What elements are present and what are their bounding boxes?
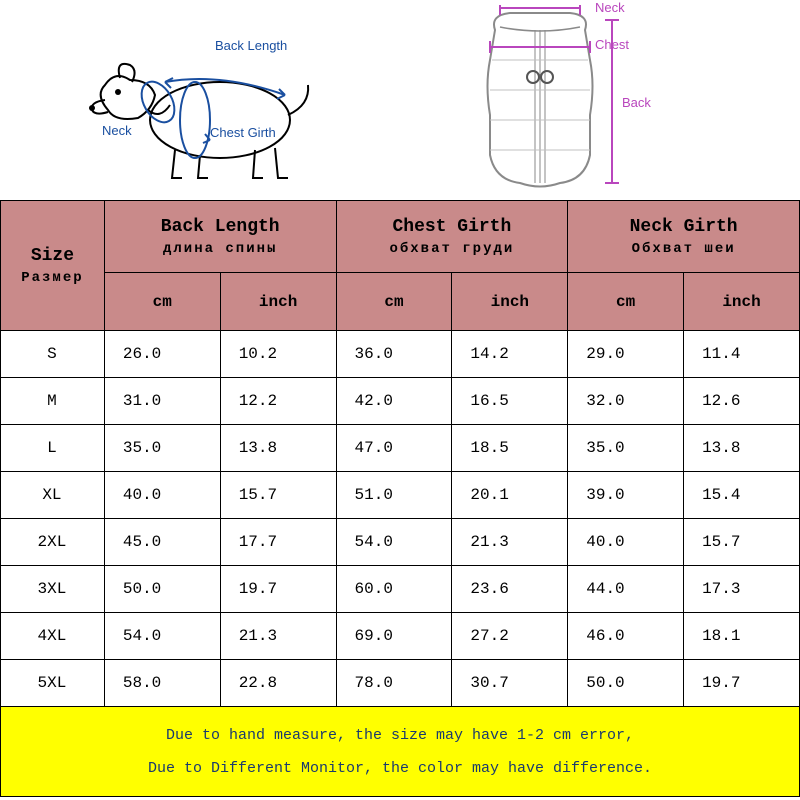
measurement-value: 35.0 — [568, 425, 684, 472]
measurement-value: 11.4 — [684, 331, 800, 378]
measurement-value: 14.2 — [452, 331, 568, 378]
table-row: S26.010.236.014.229.011.4 — [1, 331, 800, 378]
measurement-value: 23.6 — [452, 566, 568, 613]
measurement-value: 13.8 — [220, 425, 336, 472]
disclaimer-note: Due to hand measure, the size may have 1… — [1, 707, 800, 797]
measurement-value: 42.0 — [336, 378, 452, 425]
unit-inch: inch — [684, 273, 800, 331]
measurement-value: 12.2 — [220, 378, 336, 425]
measurement-value: 26.0 — [104, 331, 220, 378]
table-row: L35.013.847.018.535.013.8 — [1, 425, 800, 472]
vest-chest-label: Chest — [595, 37, 629, 52]
measurement-value: 51.0 — [336, 472, 452, 519]
dog-back-label: Back Length — [215, 38, 287, 53]
measurement-value: 36.0 — [336, 331, 452, 378]
table-row: 5XL58.022.878.030.750.019.7 — [1, 660, 800, 707]
measurement-value: 18.1 — [684, 613, 800, 660]
measurement-value: 40.0 — [568, 519, 684, 566]
measurement-value: 18.5 — [452, 425, 568, 472]
measurement-value: 50.0 — [568, 660, 684, 707]
table-row: 4XL54.021.369.027.246.018.1 — [1, 613, 800, 660]
measurement-value: 19.7 — [220, 566, 336, 613]
measurement-value: 45.0 — [104, 519, 220, 566]
measurement-value: 12.6 — [684, 378, 800, 425]
measurement-value: 16.5 — [452, 378, 568, 425]
measurement-value: 46.0 — [568, 613, 684, 660]
measurement-value: 31.0 — [104, 378, 220, 425]
header-size-sub: Размер — [2, 270, 103, 286]
measurement-value: 30.7 — [452, 660, 568, 707]
measurement-value: 13.8 — [684, 425, 800, 472]
vest-measurement-diagram: Neck Chest Back — [440, 5, 740, 195]
size-value: M — [1, 378, 105, 425]
unit-inch: inch — [220, 273, 336, 331]
unit-cm: cm — [568, 273, 684, 331]
table-row: XL40.015.751.020.139.015.4 — [1, 472, 800, 519]
measurement-value: 78.0 — [336, 660, 452, 707]
measurement-value: 22.8 — [220, 660, 336, 707]
measurement-value: 15.4 — [684, 472, 800, 519]
unit-cm: cm — [336, 273, 452, 331]
header-size-main: Size — [2, 246, 103, 266]
measurement-value: 15.7 — [220, 472, 336, 519]
vest-neck-label: Neck — [595, 0, 625, 15]
measurement-value: 21.3 — [452, 519, 568, 566]
size-value: 5XL — [1, 660, 105, 707]
measurement-value: 17.3 — [684, 566, 800, 613]
measurement-value: 44.0 — [568, 566, 684, 613]
unit-cm: cm — [104, 273, 220, 331]
header-chest-girth: Chest Girth обхват груди — [336, 201, 568, 273]
header-size: Size Размер — [1, 201, 105, 331]
measurement-value: 60.0 — [336, 566, 452, 613]
measurement-value: 15.7 — [684, 519, 800, 566]
header-neck-girth: Neck Girth Обхват шеи — [568, 201, 800, 273]
measurement-value: 69.0 — [336, 613, 452, 660]
vest-back-label: Back — [622, 95, 651, 110]
size-value: 3XL — [1, 566, 105, 613]
dog-measurement-diagram: Back Length Neck Chest Girth — [60, 10, 360, 190]
table-row: 3XL50.019.760.023.644.017.3 — [1, 566, 800, 613]
measurement-value: 27.2 — [452, 613, 568, 660]
measurement-value: 39.0 — [568, 472, 684, 519]
size-value: 4XL — [1, 613, 105, 660]
measurement-value: 21.3 — [220, 613, 336, 660]
note-line1: Due to hand measure, the size may have 1… — [11, 719, 789, 752]
measurement-value: 54.0 — [336, 519, 452, 566]
size-value: 2XL — [1, 519, 105, 566]
measurement-value: 29.0 — [568, 331, 684, 378]
measurement-value: 32.0 — [568, 378, 684, 425]
size-value: L — [1, 425, 105, 472]
measurement-value: 47.0 — [336, 425, 452, 472]
diagram-area: Back Length Neck Chest Girth — [0, 0, 800, 200]
table-row: 2XL45.017.754.021.340.015.7 — [1, 519, 800, 566]
measurement-value: 19.7 — [684, 660, 800, 707]
measurement-value: 50.0 — [104, 566, 220, 613]
dog-neck-label: Neck — [102, 123, 132, 138]
measurement-value: 54.0 — [104, 613, 220, 660]
note-line2: Due to Different Monitor, the color may … — [11, 752, 789, 785]
unit-inch: inch — [452, 273, 568, 331]
measurement-value: 17.7 — [220, 519, 336, 566]
measurement-value: 10.2 — [220, 331, 336, 378]
dog-chest-label: Chest Girth — [210, 125, 276, 140]
size-value: XL — [1, 472, 105, 519]
measurement-value: 35.0 — [104, 425, 220, 472]
measurement-value: 20.1 — [452, 472, 568, 519]
table-row: M31.012.242.016.532.012.6 — [1, 378, 800, 425]
measurement-value: 40.0 — [104, 472, 220, 519]
size-chart-table: Size Размер Back Length длина спины Ches… — [0, 200, 800, 797]
size-value: S — [1, 331, 105, 378]
header-back-length: Back Length длина спины — [104, 201, 336, 273]
measurement-value: 58.0 — [104, 660, 220, 707]
